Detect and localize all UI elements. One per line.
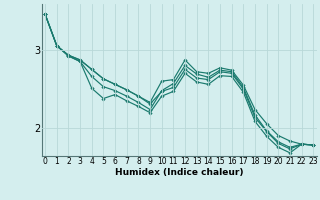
X-axis label: Humidex (Indice chaleur): Humidex (Indice chaleur) [115,168,244,177]
